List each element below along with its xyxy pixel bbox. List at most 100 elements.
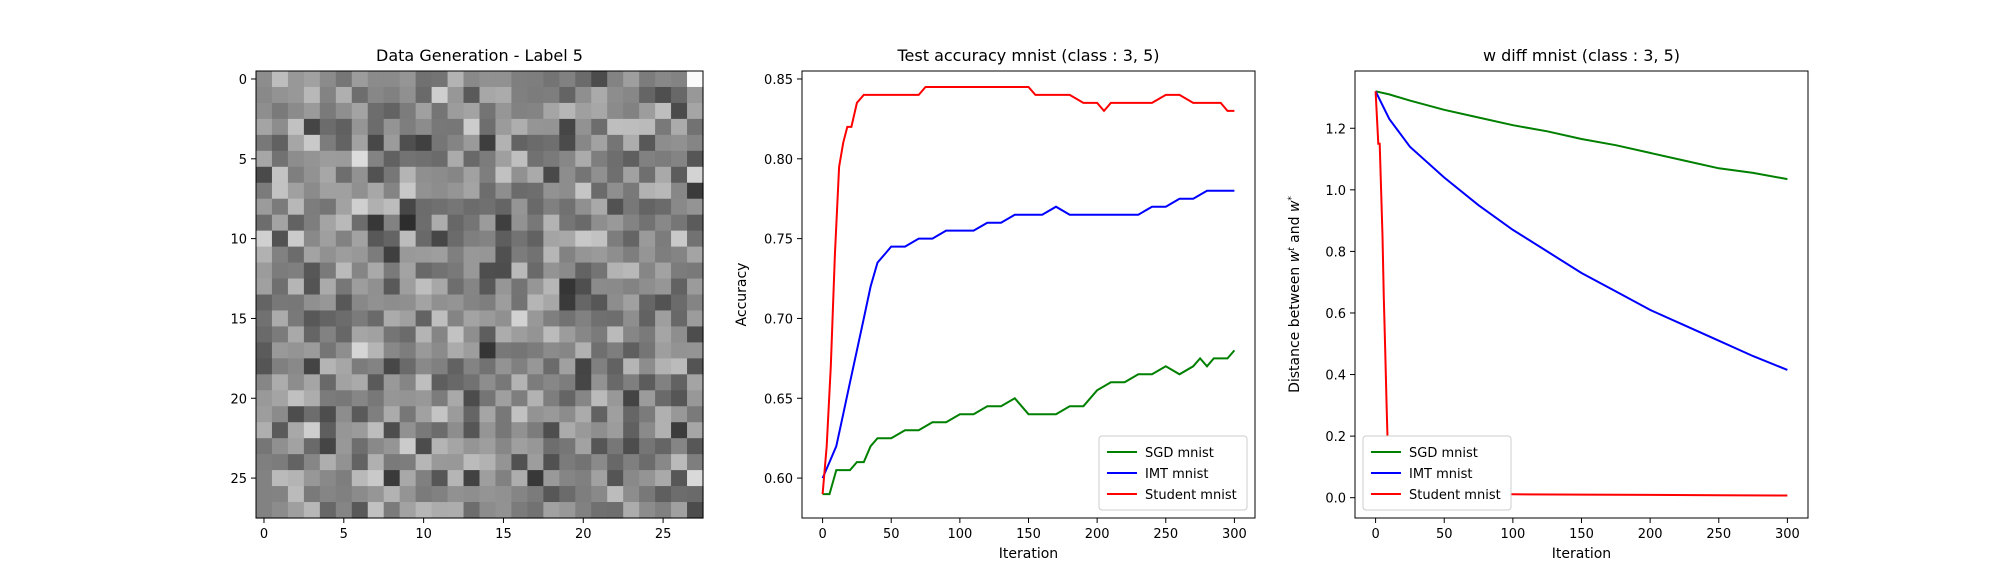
- heatmap-cell: [335, 374, 353, 391]
- heatmap-cell: [319, 150, 337, 168]
- heatmap-cell: [687, 134, 704, 152]
- heatmap-cell: [383, 198, 401, 216]
- series-line: [1375, 90, 1788, 181]
- heatmap-cell: [671, 470, 688, 487]
- heatmap-cell: [463, 310, 481, 328]
- heatmap-cell: [383, 182, 401, 200]
- heatmap-cell: [319, 182, 337, 200]
- heatmap-cell: [607, 150, 624, 168]
- heatmap-cell: [479, 198, 497, 216]
- heatmap-cell: [431, 342, 449, 359]
- heatmap-cell: [687, 342, 704, 359]
- legend-frame: [1098, 435, 1248, 511]
- x-tick-label: 250: [1706, 527, 1731, 542]
- heatmap-cell: [623, 438, 640, 455]
- heatmap-cell: [543, 71, 560, 88]
- heatmap-cell: [559, 342, 576, 359]
- x-axis-label: Iteration: [1552, 546, 1611, 562]
- heatmap-cell: [351, 182, 369, 200]
- heatmap-cell: [447, 390, 465, 407]
- heatmap-cell: [447, 166, 465, 184]
- heatmap-cell: [671, 150, 688, 168]
- heatmap-cell: [479, 86, 497, 104]
- heatmap-cell: [559, 102, 576, 120]
- legend-label: SGD mnist: [1409, 446, 1478, 461]
- heatmap-cell: [495, 71, 513, 88]
- heatmap-cell: [287, 134, 305, 152]
- heatmap-cell: [447, 502, 465, 519]
- heatmap-cell: [655, 166, 672, 184]
- heatmap-cell: [351, 470, 369, 487]
- heatmap-cell: [527, 166, 544, 184]
- heatmap-cell: [639, 358, 656, 375]
- heatmap-cell: [591, 502, 608, 519]
- heatmap-cell: [319, 438, 337, 455]
- heatmap-cell: [559, 294, 576, 312]
- heatmap-cell: [271, 342, 289, 359]
- heatmap-cell: [335, 230, 353, 248]
- heatmap-cell: [623, 486, 640, 503]
- heatmap-cell: [591, 134, 608, 152]
- heatmap-cell: [495, 150, 513, 168]
- heatmap-cell: [287, 390, 305, 407]
- heatmap-cell: [303, 390, 321, 407]
- heatmap-cell: [287, 118, 305, 136]
- heatmap-cell: [575, 278, 592, 296]
- heatmap-cell: [655, 310, 672, 328]
- heatmap-cell: [335, 326, 353, 343]
- heatmap-cell: [527, 390, 544, 407]
- heatmap-cell: [287, 278, 305, 296]
- heatmap-cell: [479, 102, 497, 120]
- heatmap-cell: [655, 198, 672, 216]
- x-tick-label: 5: [340, 527, 348, 542]
- heatmap-cell: [495, 374, 513, 391]
- heatmap-cell: [303, 374, 321, 391]
- heatmap-cell: [447, 150, 465, 168]
- heatmap-cell: [687, 422, 704, 439]
- heatmap-cell: [271, 374, 289, 391]
- heatmap-cell: [415, 198, 433, 216]
- heatmap-cell: [383, 71, 401, 88]
- heatmap-cell: [431, 422, 449, 439]
- heatmap-cell: [479, 150, 497, 168]
- heatmap-cell: [271, 470, 289, 487]
- legend: SGD mnist IMT mnist Student mnist: [1362, 435, 1512, 511]
- heatmap-cell: [479, 422, 497, 439]
- heatmap-cell: [607, 278, 624, 296]
- heatmap-cell: [687, 438, 704, 455]
- heatmap-cell: [319, 166, 337, 184]
- heatmap-cell: [655, 71, 672, 88]
- heatmap-cell: [303, 166, 321, 184]
- heatmap-cell: [447, 438, 465, 455]
- heatmap-cell: [527, 374, 544, 391]
- heatmap-cell: [543, 438, 560, 455]
- heatmap-cell: [479, 182, 497, 200]
- heatmap-cell: [687, 166, 704, 184]
- heatmap-cell: [511, 454, 528, 471]
- heatmap-cell: [559, 374, 576, 391]
- heatmap-cell: [623, 390, 640, 407]
- heatmap-cell: [415, 470, 433, 487]
- heatmap-cell: [447, 486, 465, 503]
- heatmap-cell: [687, 230, 704, 248]
- heatmap-cell: [287, 214, 305, 232]
- heatmap-cell: [287, 182, 305, 200]
- heatmap-cell: [623, 214, 640, 232]
- heatmap-cell: [463, 406, 481, 423]
- heatmap-cell: [559, 246, 576, 264]
- heatmap-cell: [655, 134, 672, 152]
- heatmap-cell: [447, 182, 465, 200]
- heatmap-cell: [271, 486, 289, 503]
- heatmap-cell: [591, 198, 608, 216]
- heatmap-cell: [256, 374, 273, 391]
- heatmap-cell: [687, 294, 704, 312]
- heatmap-cell: [383, 230, 401, 248]
- heatmap-cell: [655, 374, 672, 391]
- heatmap-cell: [319, 374, 337, 391]
- heatmap-cell: [319, 294, 337, 312]
- heatmap-cell: [463, 86, 481, 104]
- heatmap-cell: [303, 134, 321, 152]
- heatmap-cell: [399, 230, 417, 248]
- heatmap-cell: [607, 118, 624, 136]
